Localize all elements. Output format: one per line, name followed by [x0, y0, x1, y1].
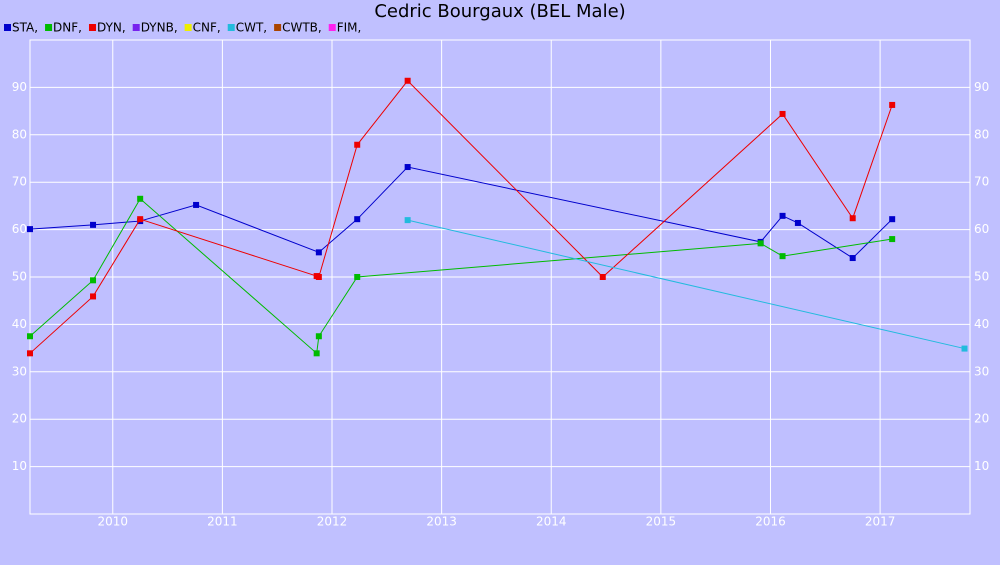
data-point [315, 333, 322, 340]
y-tick-label: 40 [12, 317, 27, 331]
data-point [137, 216, 144, 223]
data-point [961, 345, 968, 352]
x-tick-label: 2011 [207, 515, 238, 529]
data-point [849, 215, 856, 222]
y-tick-label: 70 [12, 175, 27, 189]
x-tick-label: 2016 [755, 515, 786, 529]
y2-tick-label: 90 [974, 80, 989, 94]
data-point [90, 277, 97, 284]
legend-label: DNF, [53, 21, 82, 35]
legend-label: DYNB, [141, 21, 178, 35]
legend-swatch [88, 24, 96, 31]
legend-label: FIM, [337, 21, 362, 35]
legend-swatch [328, 24, 336, 31]
data-point [315, 249, 322, 256]
data-point [315, 274, 322, 280]
data-point [794, 219, 801, 226]
y2-tick-label: 40 [974, 317, 989, 331]
y-tick-label: 60 [12, 222, 27, 236]
y2-tick-label: 70 [974, 175, 989, 189]
legend-label: CWTB, [282, 21, 322, 35]
legend-swatch [184, 24, 192, 31]
data-point [27, 226, 33, 233]
data-point [779, 212, 786, 219]
y2-tick-label: 50 [974, 270, 989, 284]
legend-swatch [4, 24, 11, 31]
data-point [354, 141, 361, 148]
data-point [404, 77, 411, 84]
legend-swatch [132, 24, 140, 31]
y2-tick-label: 10 [974, 459, 989, 473]
y2-tick-label: 30 [974, 364, 989, 378]
legend-label: STA, [12, 21, 38, 35]
x-tick-label: 2013 [426, 515, 457, 529]
data-point [193, 201, 200, 208]
series-line [407, 219, 965, 350]
data-point [354, 274, 361, 280]
data-point [599, 274, 606, 280]
y2-tick-label: 60 [974, 222, 989, 236]
data-point [889, 236, 896, 243]
data-point [779, 110, 786, 117]
y-tick-label: 10 [12, 459, 27, 473]
y-tick-label: 90 [12, 80, 27, 94]
data-point [404, 217, 411, 224]
x-tick-label: 2014 [536, 515, 567, 529]
data-point [27, 333, 33, 340]
series-line [29, 166, 893, 259]
data-point [779, 253, 786, 260]
y-tick-label: 80 [12, 127, 27, 141]
y2-tick-label: 80 [974, 127, 989, 141]
legend-swatch [227, 24, 235, 31]
x-tick-label: 2017 [865, 515, 896, 529]
data-point [137, 195, 144, 202]
x-tick-label: 2012 [317, 515, 348, 529]
x-tick-label: 2015 [646, 515, 677, 529]
data-point [313, 350, 320, 357]
y2-tick-label: 20 [974, 412, 989, 426]
legend-label: CNF, [193, 21, 221, 35]
data-point [757, 240, 764, 247]
data-point [404, 164, 411, 171]
data-point [90, 221, 97, 228]
legend-label: DYN, [97, 21, 126, 35]
data-point [849, 255, 856, 262]
y-tick-label: 50 [12, 270, 27, 284]
x-tick-label: 2010 [97, 515, 128, 529]
data-point [354, 216, 361, 223]
data-point [889, 101, 896, 108]
legend-swatch [274, 24, 282, 31]
legend-swatch [45, 24, 53, 31]
data-point [889, 216, 896, 223]
y-tick-label: 30 [12, 364, 27, 378]
data-point [90, 293, 97, 300]
data-point [27, 350, 33, 357]
legend-label: CWT, [236, 21, 267, 35]
chart-title: Cedric Bourgaux (BEL Male) [374, 1, 625, 22]
y-tick-label: 20 [12, 412, 27, 426]
